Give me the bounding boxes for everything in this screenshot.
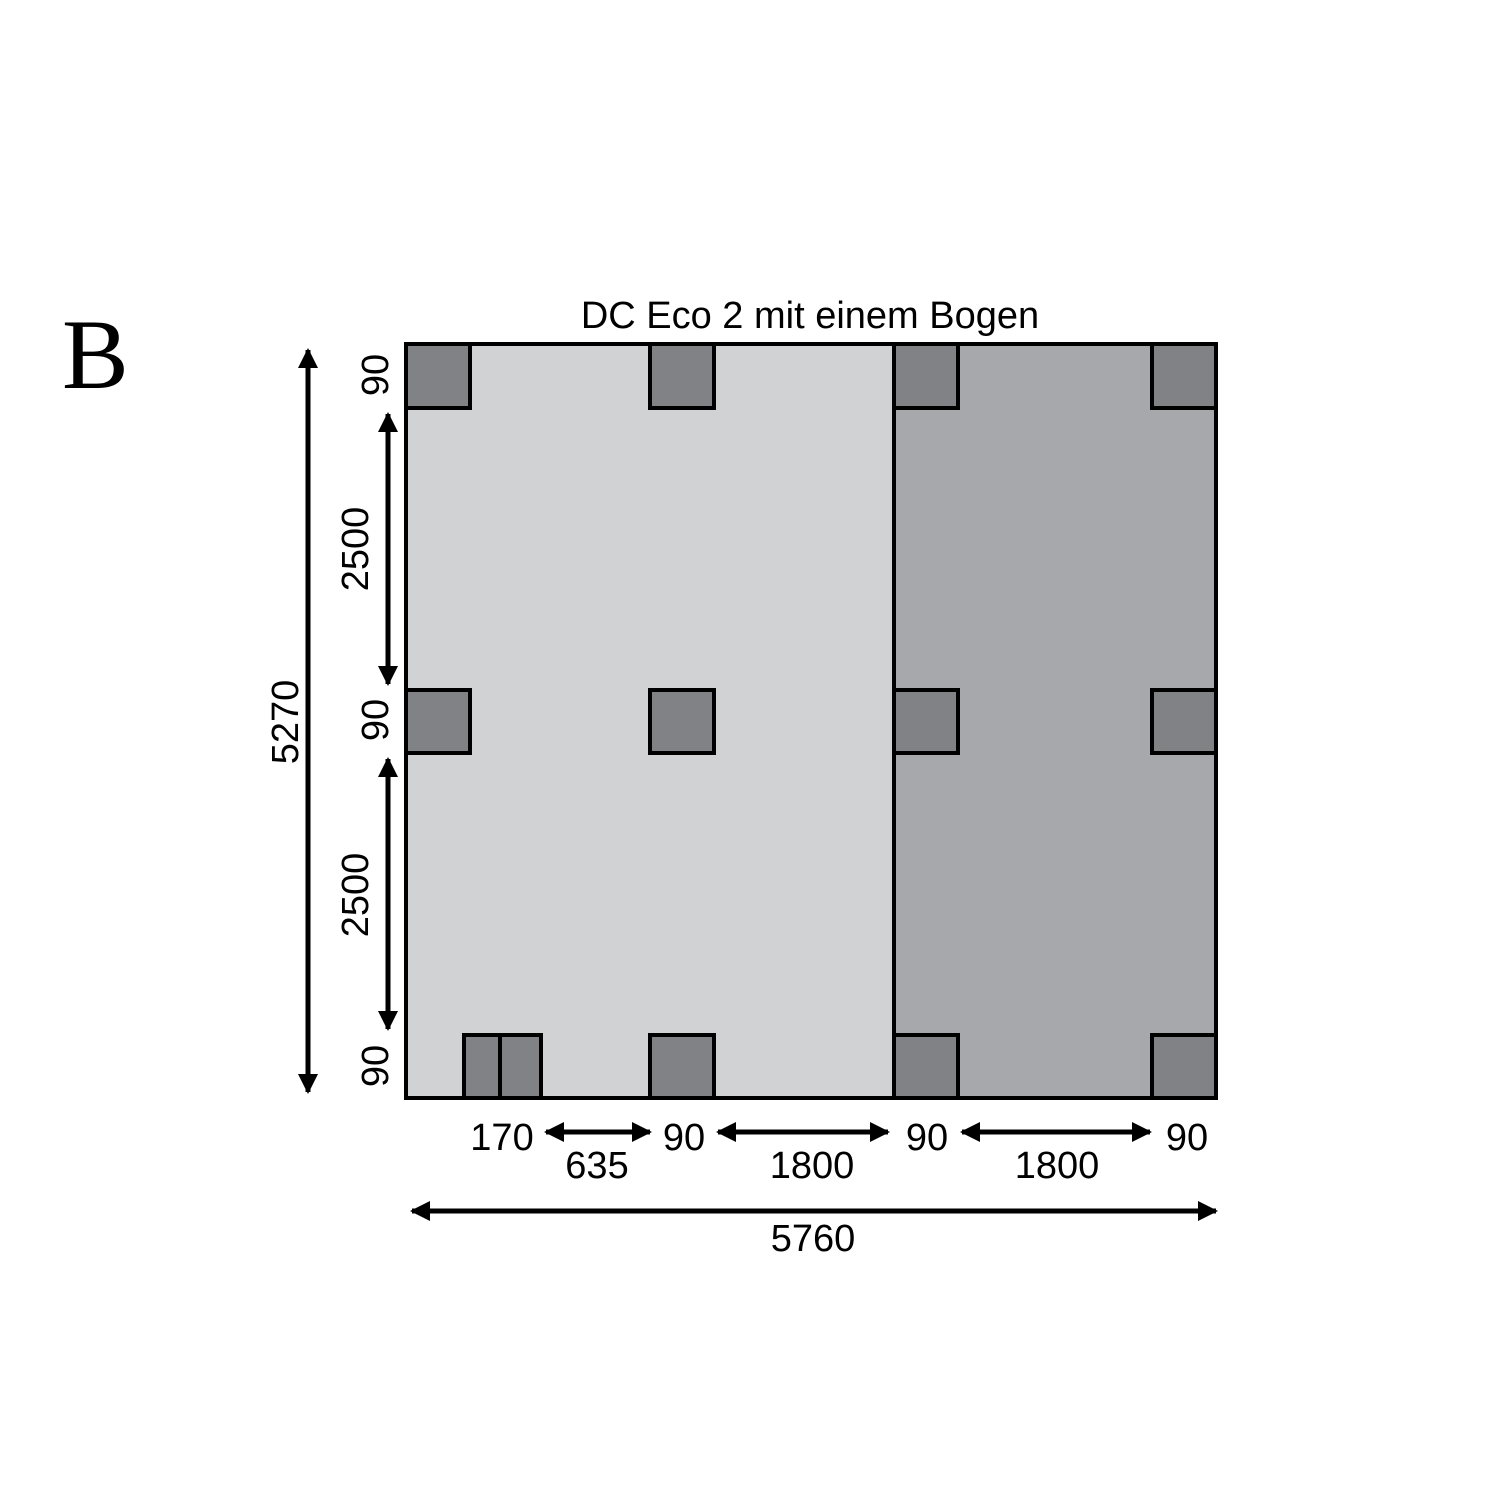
post-bottom-3 [892, 1033, 960, 1100]
plan-title: DC Eco 2 mit einem Bogen [581, 295, 1039, 337]
span-2-label: 1800 [1015, 1145, 1100, 1187]
post-middle-3 [892, 688, 960, 755]
span-1-label: 1800 [770, 1145, 855, 1187]
double-post-width-label: 170 [470, 1117, 533, 1159]
post-top-3 [892, 342, 960, 410]
total-depth-label: 5270 [265, 680, 307, 765]
post-top-1 [404, 342, 472, 410]
total-width-label: 5760 [771, 1218, 856, 1260]
post-middle-4 [1150, 688, 1218, 755]
post-4-width-label: 90 [1166, 1117, 1208, 1159]
post-middle-2 [648, 688, 716, 755]
post-top-2 [648, 342, 716, 410]
post-middle-1 [404, 688, 472, 755]
upper-span-label: 2500 [335, 507, 377, 592]
post-middle-depth-label: 90 [355, 699, 397, 741]
variant-label: B [62, 299, 129, 410]
post-bottom-4 [1150, 1033, 1218, 1100]
gap-1-label: 635 [565, 1145, 628, 1187]
double-post-left-b [498, 1033, 543, 1100]
post-2-width-label: 90 [663, 1117, 705, 1159]
post-3-width-label: 90 [906, 1117, 948, 1159]
post-top-depth-label: 90 [355, 354, 397, 396]
post-bottom-depth-label: 90 [355, 1045, 397, 1087]
post-bottom-2 [648, 1033, 716, 1100]
lower-span-label: 2500 [335, 853, 377, 938]
post-top-4 [1150, 342, 1218, 410]
double-post-left-a [462, 1033, 502, 1100]
